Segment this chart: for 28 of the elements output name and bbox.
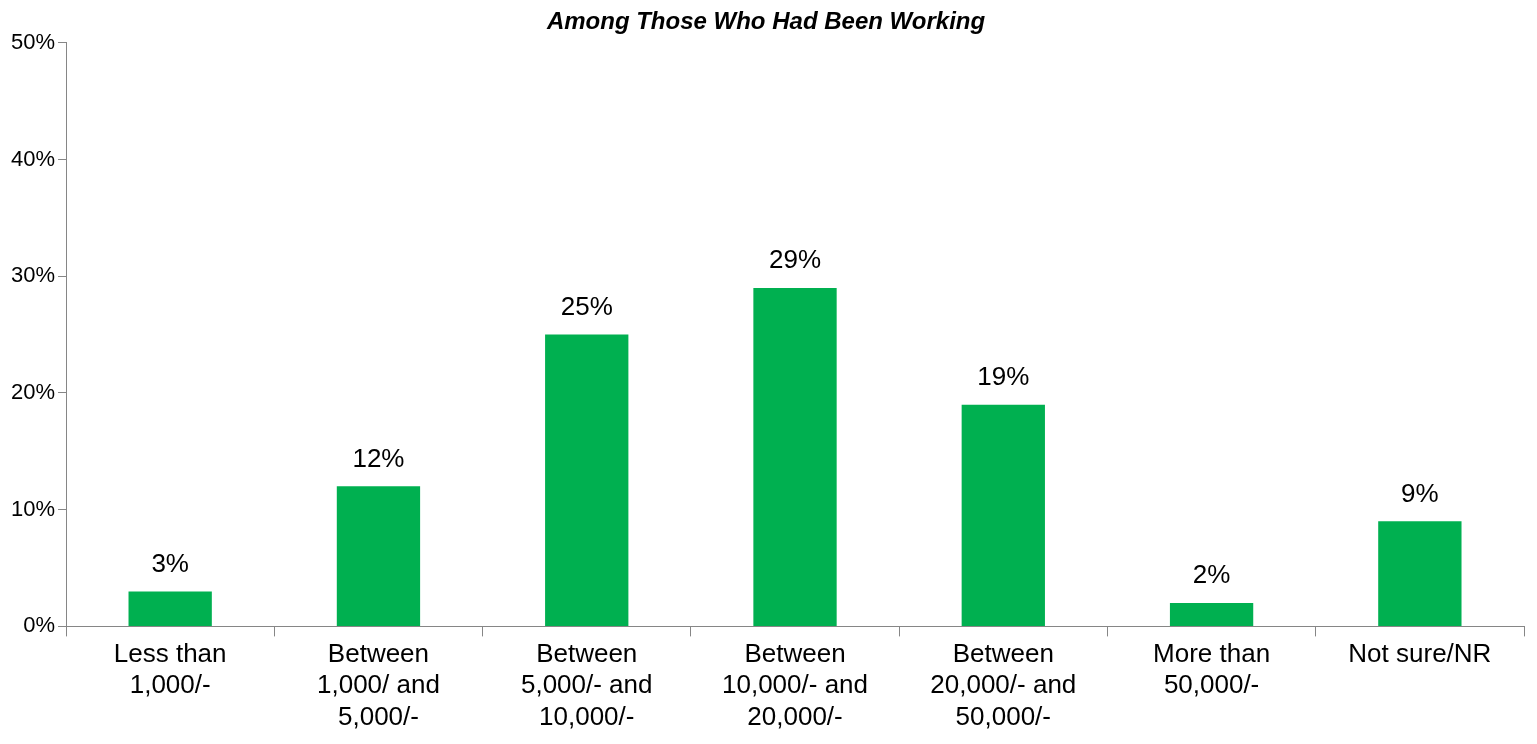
- x-tick-label: More than 50,000/-: [1153, 638, 1271, 700]
- x-tick-label: Between 1,000/ and 5,000/-: [317, 638, 440, 731]
- bar: [545, 334, 629, 626]
- data-label: 12%: [352, 442, 405, 473]
- y-tick-label: 20%: [10, 379, 56, 405]
- bar: [1169, 603, 1254, 626]
- y-tick-label: 30%: [10, 262, 56, 288]
- y-tick-label: 10%: [10, 495, 56, 521]
- x-tick-label: Between 10,000/- and 20,000/-: [722, 638, 869, 731]
- data-label: 25%: [560, 290, 613, 321]
- bar: [336, 486, 421, 626]
- chart-title: Among Those Who Had Been Working: [545, 7, 986, 35]
- y-tick-label: 40%: [10, 145, 56, 171]
- y-tick-label: 50%: [10, 28, 56, 54]
- data-label: 29%: [768, 244, 822, 275]
- data-label: 9%: [1401, 477, 1439, 508]
- data-label: 3%: [151, 547, 189, 578]
- x-tick-label: Between 5,000/- and 10,000/-: [520, 638, 653, 731]
- bar: [128, 591, 212, 626]
- x-tick-label: Less than 1,000/-: [113, 638, 227, 700]
- bar: [1378, 521, 1462, 626]
- x-tick-label: Not sure/NR: [1348, 638, 1492, 669]
- data-label: 2%: [1192, 559, 1231, 590]
- bar: [753, 287, 837, 626]
- y-tick-label: 0%: [23, 612, 56, 638]
- data-label: 19%: [977, 360, 1030, 391]
- x-tick-label: Between 20,000/- and 50,000/-: [930, 638, 1077, 731]
- bar: [961, 404, 1045, 626]
